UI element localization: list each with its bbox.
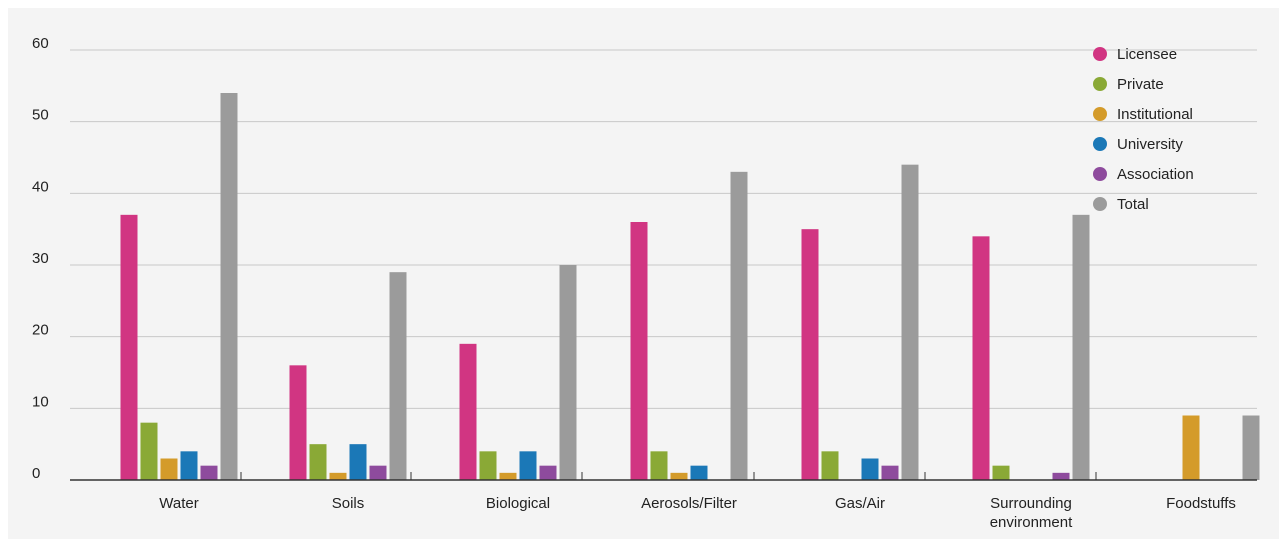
legend-swatch-university [1093, 137, 1107, 151]
legend: Licensee Private Institutional University As… [1093, 46, 1194, 213]
bar-association-surrounding-environment [1052, 472, 1070, 480]
legend-label-university: University [1117, 136, 1183, 153]
bar-licensee-soils [289, 365, 307, 480]
legend-label-licensee: Licensee [1117, 46, 1177, 63]
grouped-bar-chart: 0 10 20 30 40 50 60 Water Soils Biological Aerosol… [32, 35, 1260, 531]
bar-licensee-gas-air [801, 229, 819, 480]
bar-total-water [220, 93, 238, 480]
bar-licensee-biological [459, 343, 477, 480]
y-tick-label: 60 [32, 35, 49, 52]
x-tick-label-aerosols-filter: Aerosols/Filter [641, 495, 737, 512]
legend-swatch-private [1093, 77, 1107, 91]
x-tick-label-line: Gas/Air [835, 495, 885, 512]
x-tick-label-line: environment [990, 514, 1073, 531]
legend-item-association: Association [1093, 166, 1194, 183]
bar-association-biological [539, 465, 557, 480]
bar-institutional-biological [499, 472, 517, 480]
grid-layer [70, 49, 1257, 409]
bar-private-gas-air [821, 451, 839, 480]
legend-label-total: Total [1117, 196, 1149, 213]
x-tick-label-line: Soils [332, 495, 365, 512]
bar-licensee-water [120, 214, 138, 480]
y-tick-label: 40 [32, 178, 49, 195]
bar-licensee-aerosols-filter [630, 222, 648, 480]
y-tick-label: 30 [32, 250, 49, 267]
legend-label-private: Private [1117, 76, 1164, 93]
x-tick-label-biological: Biological [486, 495, 550, 512]
bar-private-water [140, 422, 158, 480]
x-tick-label-line: Biological [486, 495, 550, 512]
bar-institutional-foodstuffs [1182, 415, 1200, 480]
legend-swatch-total [1093, 197, 1107, 211]
bar-total-surrounding-environment [1072, 214, 1090, 480]
bar-university-water [180, 451, 198, 480]
x-tick-label-line: Water [159, 495, 198, 512]
legend-swatch-licensee [1093, 47, 1107, 61]
y-tick-label: 0 [32, 465, 40, 482]
bar-licensee-surrounding-environment [972, 236, 990, 480]
x-tick-label-line: Aerosols/Filter [641, 495, 737, 512]
legend-item-total: Total [1093, 196, 1149, 213]
bar-university-aerosols-filter [690, 465, 708, 480]
legend-item-institutional: Institutional [1093, 106, 1193, 123]
bar-institutional-water [160, 458, 178, 480]
legend-label-institutional: Institutional [1117, 106, 1193, 123]
x-tick-label-gas-air: Gas/Air [835, 495, 885, 512]
bar-total-gas-air [901, 164, 919, 481]
bar-private-biological [479, 451, 497, 480]
bar-association-soils [369, 465, 387, 480]
legend-swatch-institutional [1093, 107, 1107, 121]
bar-total-foodstuffs [1242, 415, 1260, 480]
bar-institutional-soils [329, 472, 347, 480]
bar-association-water [200, 465, 218, 480]
bar-total-biological [559, 265, 577, 480]
bar-private-surrounding-environment [992, 465, 1010, 480]
legend-item-private: Private [1093, 76, 1164, 93]
legend-item-licensee: Licensee [1093, 46, 1177, 63]
x-tick-label-soils: Soils [332, 495, 365, 512]
x-tick-label-water: Water [159, 495, 198, 512]
legend-item-university: University [1093, 136, 1183, 153]
y-tick-label: 50 [32, 107, 49, 124]
x-tick-label-surrounding-environment: Surrounding environment [990, 495, 1073, 531]
legend-swatch-association [1093, 167, 1107, 181]
bar-total-soils [389, 272, 407, 480]
y-tick-label: 20 [32, 322, 49, 339]
legend-label-association: Association [1117, 166, 1194, 183]
x-tick-label-line: Surrounding [990, 495, 1072, 512]
bar-private-aerosols-filter [650, 451, 668, 480]
y-tick-label: 10 [32, 393, 49, 410]
bar-total-aerosols-filter [730, 171, 748, 480]
bar-association-gas-air [881, 465, 899, 480]
x-tick-label-foodstuffs: Foodstuffs [1166, 495, 1236, 512]
bar-private-soils [309, 444, 327, 480]
axis-layer: 0 10 20 30 40 50 60 Water Soils Biological Aerosol… [32, 35, 1257, 531]
bar-university-gas-air [861, 458, 879, 480]
bars-layer [120, 93, 1260, 481]
bar-institutional-aerosols-filter [670, 472, 688, 480]
x-tick-label-line: Foodstuffs [1166, 495, 1236, 512]
bar-university-soils [349, 444, 367, 480]
chart-panel: 0 10 20 30 40 50 60 Water Soils Biological Aerosol… [8, 8, 1279, 539]
bar-university-biological [519, 451, 537, 480]
